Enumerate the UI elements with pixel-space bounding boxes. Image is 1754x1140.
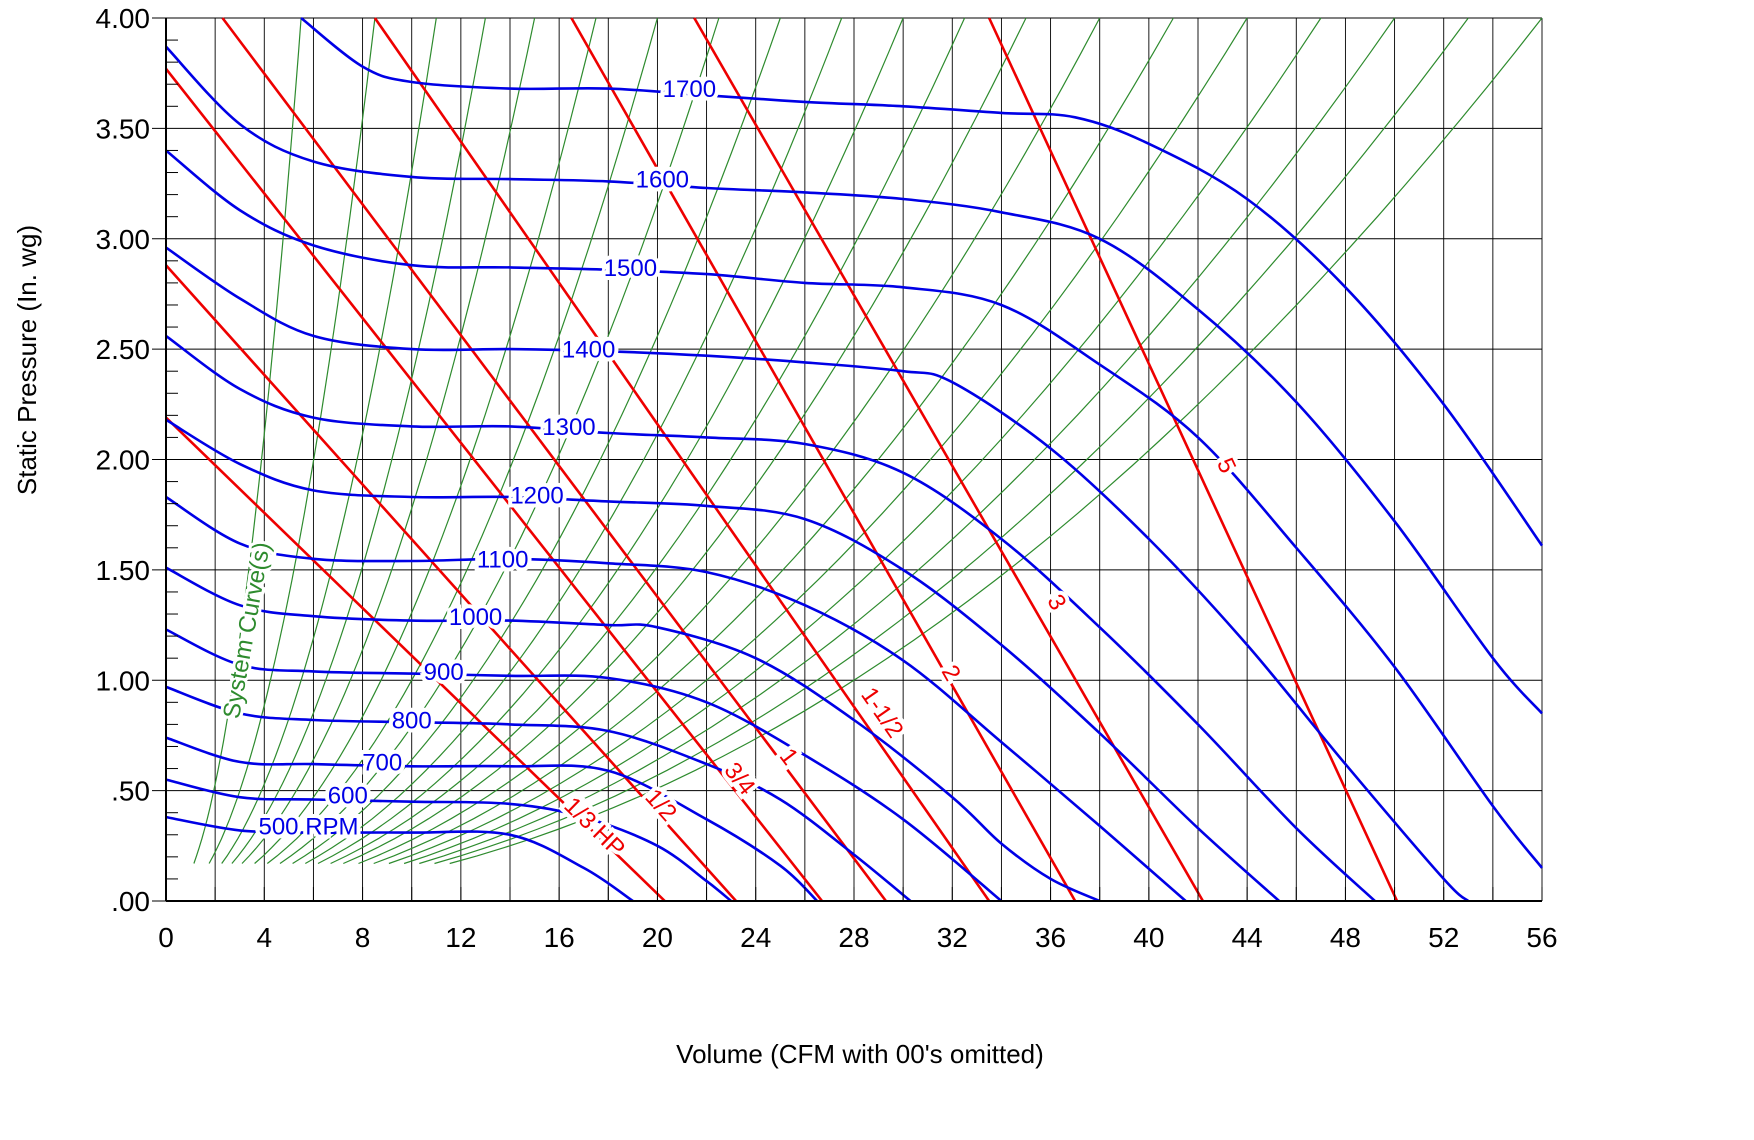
x-tick-label: 36 <box>1035 922 1066 953</box>
y-tick-label: 2.50 <box>96 334 151 365</box>
hp-line <box>373 17 991 902</box>
y-tick-label: 1.50 <box>96 555 151 586</box>
x-tick-label: 56 <box>1526 922 1557 953</box>
x-tick-label: 28 <box>838 922 869 953</box>
x-tick-label: 24 <box>740 922 771 953</box>
hp-line <box>165 264 738 902</box>
rpm-curve <box>165 418 1280 902</box>
system-curve <box>388 17 1248 865</box>
system-curve <box>208 17 376 864</box>
hp-label: 1-1/2 <box>855 683 908 743</box>
rpm-curve <box>300 16 1544 547</box>
hp-label: 1 <box>774 743 804 770</box>
x-tick-label: 48 <box>1330 922 1361 953</box>
x-tick-label: 4 <box>256 922 272 953</box>
rpm-label: 1700 <box>663 76 716 103</box>
hp-line <box>570 17 1077 902</box>
rpm-curve <box>165 45 1543 715</box>
system-curves <box>193 17 1543 865</box>
hp-line <box>987 17 1399 902</box>
rpm-label: 1500 <box>604 255 657 282</box>
rpm-label: 1600 <box>636 167 689 194</box>
system-curve <box>241 17 536 864</box>
system-curve <box>449 17 1543 865</box>
system-curve <box>305 17 843 865</box>
rpm-label: 1100 <box>477 546 529 573</box>
y-tick-label: 2.00 <box>96 445 151 476</box>
rpm-label: 1000 <box>449 604 502 631</box>
rpm-curve <box>165 334 1376 902</box>
rpm-curve <box>165 736 819 902</box>
x-tick-label: 40 <box>1133 922 1164 953</box>
x-tick-label: 52 <box>1428 922 1459 953</box>
y-tick-label: 3.00 <box>96 224 151 255</box>
x-tick-label: 32 <box>937 922 968 953</box>
curve-labels: 500 RPM 600 700 800 900 1000 1100 1200 1300 1400 1… <box>254 72 1245 866</box>
hp-label: 1/3 HP <box>559 792 630 862</box>
x-tick-label: 20 <box>642 922 673 953</box>
system-curve <box>358 17 1101 865</box>
rpm-curves <box>165 16 1544 903</box>
system-curve <box>330 17 966 865</box>
system-curve <box>193 17 302 864</box>
hp-line <box>165 416 666 902</box>
rpm-label: 500 RPM <box>258 813 358 840</box>
x-tick-label: 12 <box>445 922 476 953</box>
rpm-label: 900 <box>424 659 464 686</box>
y-axis-title: Static Pressure (In. wg) <box>12 225 42 495</box>
rpm-curve <box>165 246 1470 903</box>
y-tick-label: 3.50 <box>96 113 151 144</box>
system-curve <box>403 17 1322 865</box>
rpm-curve <box>165 815 634 903</box>
tick-labels: 0 4 8 12 16 20 24 28 32 36 40 44 48 52 56.00.501.001.5… <box>96 3 1558 953</box>
hp-label: 3 <box>1041 590 1071 615</box>
hp-label: 5 <box>1211 454 1241 477</box>
rpm-curve <box>165 628 1003 903</box>
rpm-curve <box>165 685 912 903</box>
rpm-curve <box>165 495 1187 902</box>
x-tick-label: 0 <box>158 922 174 953</box>
hp-line <box>693 17 1205 902</box>
hp-label: 3/4 <box>718 757 760 800</box>
rpm-label: 700 <box>362 749 402 776</box>
rpm-curve <box>165 149 1544 869</box>
rpm-curve <box>165 778 732 903</box>
rpm-label: 600 <box>328 783 368 810</box>
system-curve <box>343 17 1027 865</box>
y-tick-label: 1.00 <box>96 665 151 696</box>
system-curve <box>317 17 904 865</box>
rpm-label: 1300 <box>542 414 595 441</box>
rpm-label: 800 <box>392 708 432 735</box>
system-curve <box>279 17 720 864</box>
system-curve <box>373 17 1174 865</box>
y-tick-label: .50 <box>111 776 150 807</box>
x-tick-label: 8 <box>355 922 371 953</box>
y-tick-label: 4.00 <box>96 3 151 34</box>
axes <box>152 17 1543 902</box>
x-tick-label: 44 <box>1232 922 1263 953</box>
rpm-curve <box>165 566 1101 903</box>
rpm-label: 1200 <box>510 482 563 509</box>
system-curve <box>419 17 1396 865</box>
x-tick-label: 16 <box>544 922 575 953</box>
y-tick-label: .00 <box>111 886 150 917</box>
hp-line <box>164 67 824 902</box>
system-curve <box>434 17 1469 865</box>
rpm-label: 1400 <box>562 337 615 364</box>
x-axis-title: Volume (CFM with 00's omitted) <box>676 1039 1044 1069</box>
